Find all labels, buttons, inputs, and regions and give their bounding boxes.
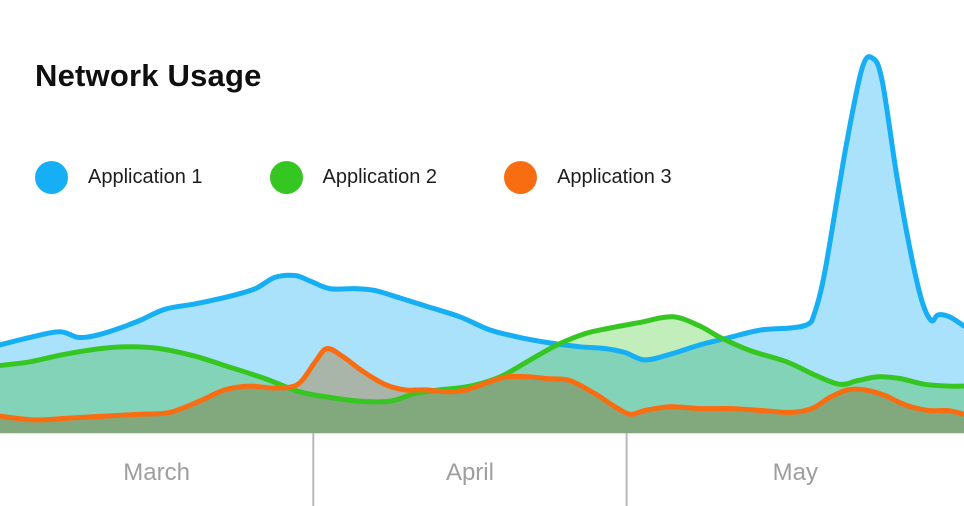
series-fills [0,56,964,433]
legend-label-application-3: Application 3 [557,166,672,188]
legend-dot-application-2-icon [269,161,303,194]
legend-dot-application-1-icon [35,161,68,194]
series-line-application-2 [0,314,964,405]
area-fill-application-3 [0,348,964,433]
chart-title: Network Usage [35,58,262,93]
legend-label-application-2: Application 2 [322,166,438,188]
legend: Application 1 Application 2 Application … [35,161,739,194]
legend-item-application-3: Application 3 [504,161,672,194]
legend-label-application-1: Application 1 [88,166,203,188]
legend-dot-application-3-icon [504,161,538,194]
series-line-application-1 [0,54,964,363]
area-fill-application-1 [0,56,964,433]
legend-item-application-2: Application 2 [269,161,438,194]
series-line-application-3 [0,346,964,423]
legend-item-application-1: Application 1 [35,161,203,194]
